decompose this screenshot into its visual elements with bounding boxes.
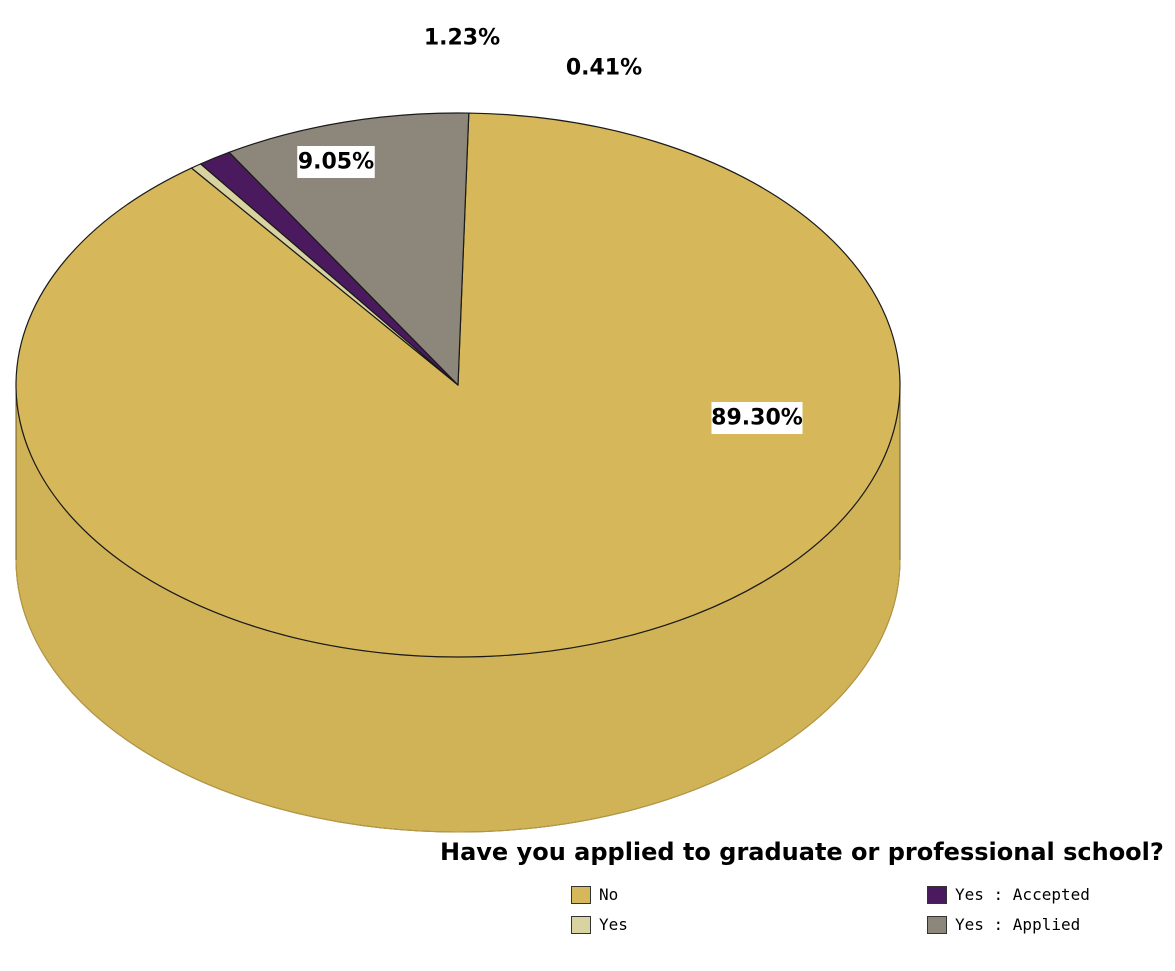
legend-item-yes-applied: Yes : Applied [927, 915, 1080, 934]
legend-swatch-yes-accepted [927, 885, 947, 904]
legend-swatch-no [571, 885, 591, 904]
pie-label-yes-applied: 9.05% [297, 146, 375, 178]
svg-text:1.23%: 1.23% [424, 26, 500, 51]
pie-slice-yes-applied [228, 112, 470, 386]
legend-swatch-yes-applied [927, 915, 947, 934]
legend-swatch-yes [571, 915, 591, 934]
svg-text:0.41%: 0.41% [566, 56, 642, 81]
svg-text:9.05%: 9.05% [298, 150, 374, 175]
pie-labels: 89.30% 0.41% 1.23% 9.05% [297, 26, 803, 434]
legend-label-yes: Yes [599, 915, 628, 934]
pie-slices [15, 112, 901, 658]
legend-label-yes-accepted: Yes : Accepted [955, 885, 1090, 904]
pie-bottom-rim [15, 559, 901, 833]
pie-label-no: 89.30% [711, 402, 803, 434]
legend-title: Have you applied to graduate or professi… [440, 838, 1164, 866]
legend-item-yes-accepted: Yes : Accepted [927, 885, 1090, 904]
legend-label-no: No [599, 885, 619, 904]
svg-text:89.30%: 89.30% [711, 406, 803, 431]
legend-item-no: No [571, 885, 618, 904]
pie-label-yes-accepted: 1.23% [424, 26, 500, 51]
pie-label-yes: 0.41% [566, 56, 642, 81]
legend-item-yes: Yes [571, 915, 628, 934]
legend-label-yes-applied: Yes : Applied [955, 915, 1081, 934]
